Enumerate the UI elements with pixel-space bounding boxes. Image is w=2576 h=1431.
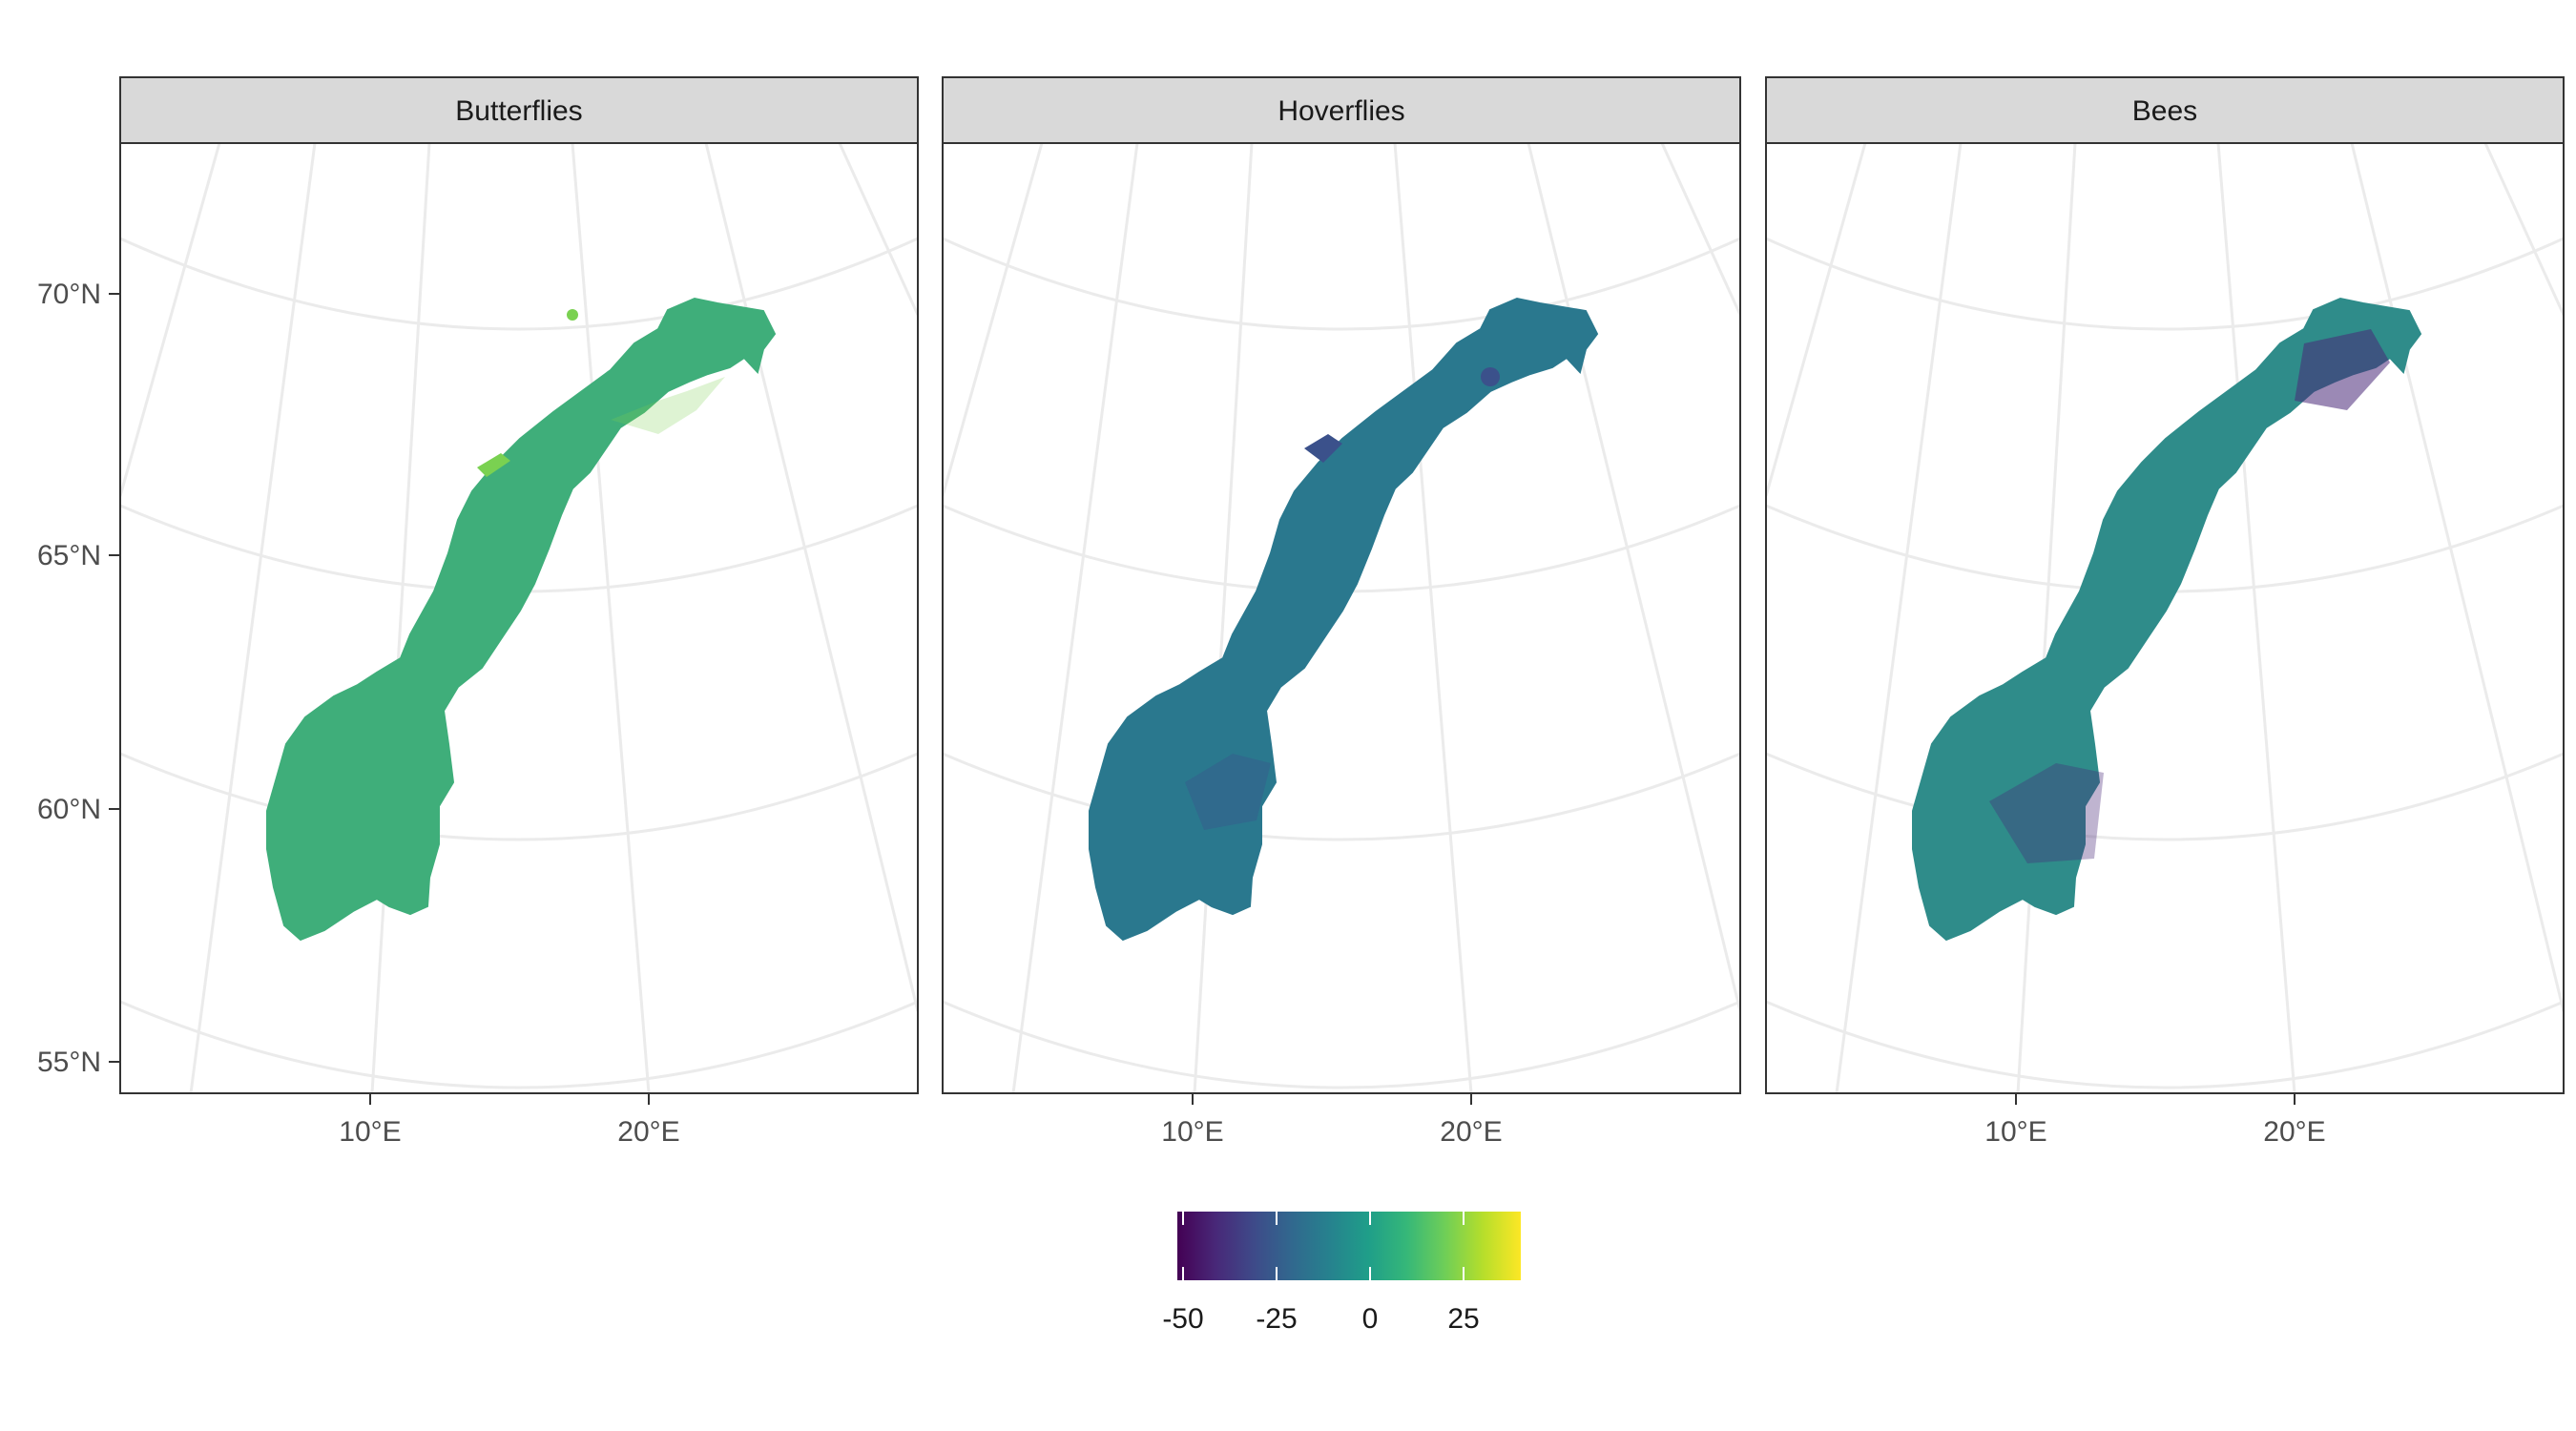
panel-bees: Bees — [1765, 76, 2565, 1094]
x-tick: 10°E — [339, 1093, 402, 1148]
panel-title: Bees — [2132, 95, 2197, 127]
svg-text:10°E: 10°E — [1984, 1116, 2046, 1148]
panel-strip — [1765, 76, 2565, 144]
y-tick: 60°N — [37, 794, 120, 825]
panel-strip — [119, 76, 919, 144]
x-tick: 10°E — [1984, 1093, 2047, 1148]
y-axis: 70°N 65°N 60°N 55°N — [37, 279, 120, 1078]
panel-strip — [942, 76, 1741, 144]
svg-text:10°E: 10°E — [1161, 1116, 1223, 1148]
legend-tick-label: -25 — [1256, 1303, 1297, 1335]
graticule — [1766, 143, 2564, 1093]
panel-title: Hoverflies — [1278, 95, 1404, 127]
norway-map — [266, 297, 777, 942]
panel-hoverflies: Hoverflies — [942, 76, 1741, 1094]
x-tick: 20°E — [2263, 1093, 2326, 1148]
svg-text:20°E: 20°E — [1440, 1116, 1502, 1148]
legend-tick-label: 25 — [1447, 1303, 1479, 1335]
graticule — [120, 143, 918, 1093]
norway-map — [1912, 297, 2422, 942]
x-axis: 10°E 20°E 10°E 20°E 10°E 20°E — [339, 1093, 2326, 1148]
y-tick: 65°N — [37, 540, 120, 571]
x-tick: 20°E — [617, 1093, 680, 1148]
x-tick: 10°E — [1161, 1093, 1224, 1148]
y-tick: 55°N — [37, 1047, 120, 1078]
panel-butterflies: Butterflies — [119, 76, 919, 1094]
color-legend: -50 -25 0 25 — [1162, 1212, 1521, 1335]
legend-tick-label: -50 — [1162, 1303, 1203, 1335]
norway-map — [1089, 297, 1599, 942]
svg-text:20°E: 20°E — [2263, 1116, 2325, 1148]
panel-title: Butterflies — [455, 95, 582, 127]
svg-text:60°N: 60°N — [37, 794, 101, 825]
svg-text:65°N: 65°N — [37, 540, 101, 571]
colorbar — [1177, 1212, 1521, 1280]
svg-text:20°E: 20°E — [617, 1116, 679, 1148]
svg-text:10°E: 10°E — [339, 1116, 401, 1148]
legend-tick-label: 0 — [1362, 1303, 1379, 1335]
x-tick: 20°E — [1440, 1093, 1503, 1148]
y-tick: 70°N — [37, 279, 120, 310]
svg-text:70°N: 70°N — [37, 279, 101, 310]
svg-text:55°N: 55°N — [37, 1047, 101, 1078]
